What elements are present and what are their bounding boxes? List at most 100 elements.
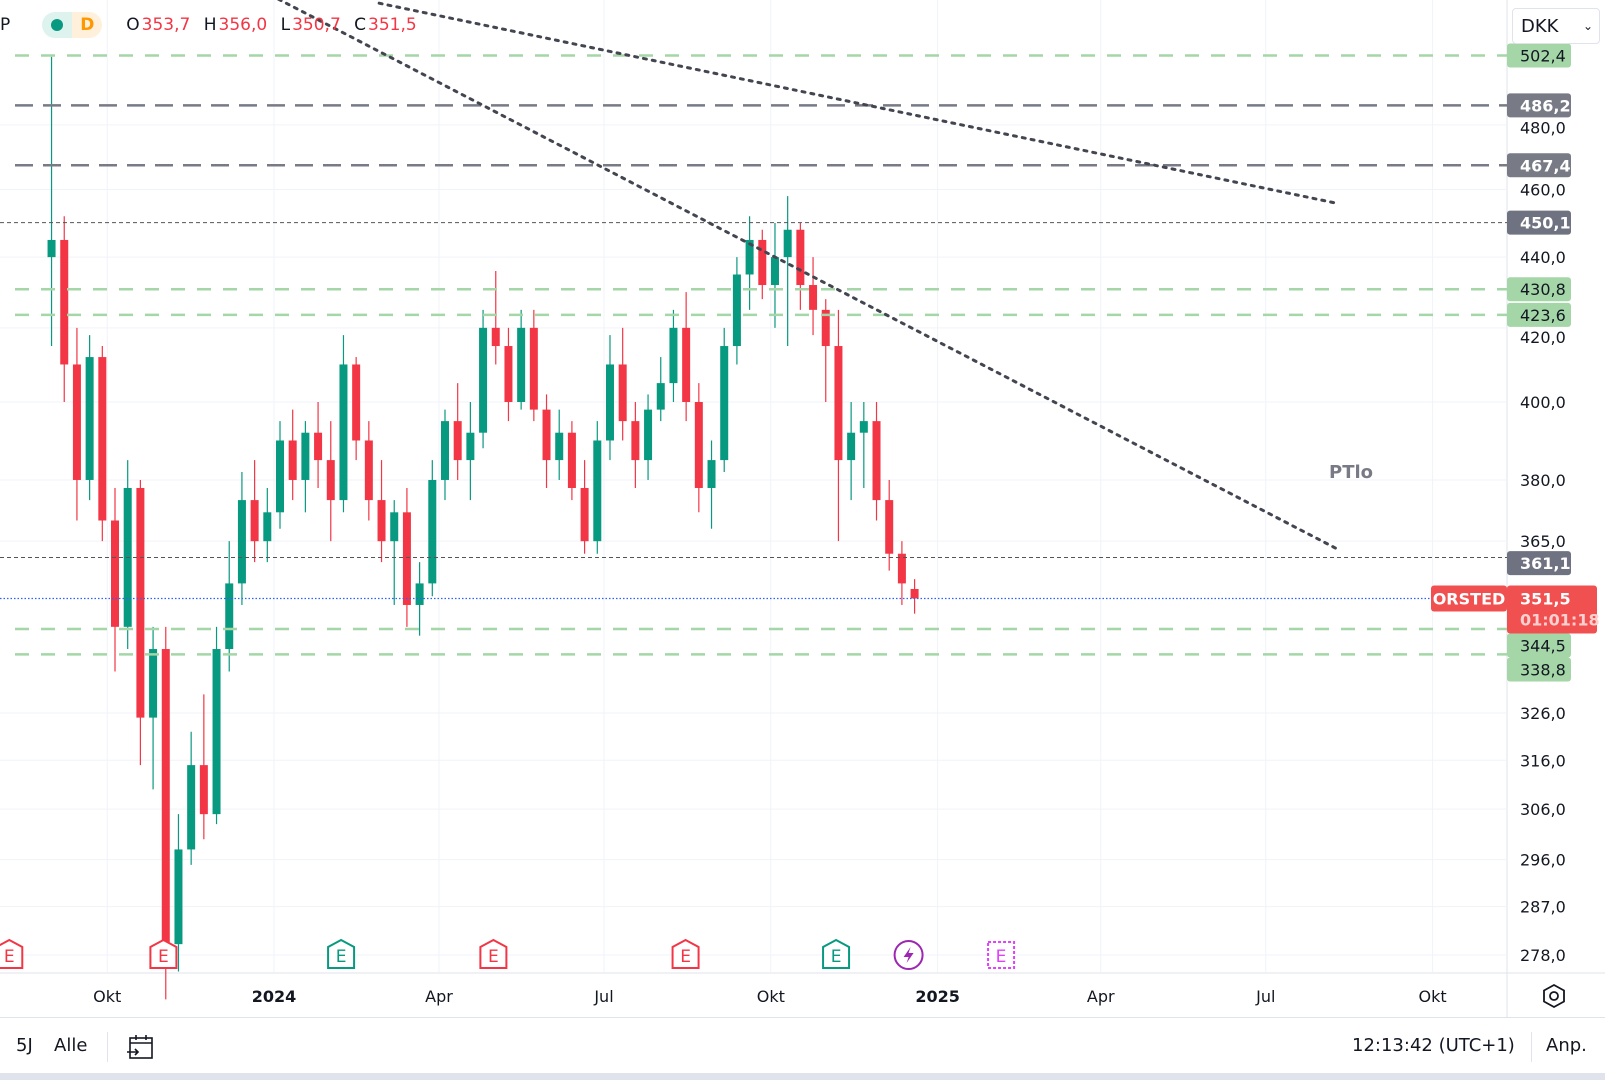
candle-body [111, 520, 120, 627]
price-level-label: 450,1 [1520, 214, 1571, 233]
price-tick-label: 460,0 [1520, 181, 1566, 200]
earnings-event-icon[interactable]: E [822, 938, 851, 969]
candle-body [364, 440, 373, 501]
candle-body [517, 327, 526, 402]
chart-legend: P D O 353,7 H 356,0 L 350,7 C 351,5 [0, 10, 425, 40]
currency-value: DKK [1521, 15, 1559, 37]
price-tick-label: 326,0 [1520, 704, 1566, 723]
candle-body [250, 500, 259, 542]
candle-body [212, 649, 221, 815]
earnings-event-icon[interactable]: E [987, 941, 1016, 969]
candle-body [174, 849, 183, 945]
market-open-icon [42, 12, 73, 38]
candle-body [466, 432, 475, 461]
high-label: H [203, 15, 217, 35]
candle-body [225, 583, 234, 650]
price-level-badge [1507, 551, 1571, 576]
calendar-goto-icon[interactable] [126, 1032, 156, 1062]
price-tick-label: 420,0 [1520, 328, 1566, 347]
price-level-badge [1507, 210, 1571, 235]
candle-body [390, 512, 399, 542]
candle-body [415, 583, 424, 605]
price-level-badge [1507, 93, 1571, 118]
price-level-label: 430,8 [1520, 280, 1566, 299]
earnings-event-icon[interactable]: E [149, 938, 178, 969]
ohlc-values: O 353,7 H 356,0 L 350,7 C 351,5 [126, 15, 424, 35]
symbol-label[interactable]: P [0, 15, 11, 35]
price-level-badge [1507, 43, 1571, 68]
range-5y-button[interactable]: 5J [16, 1035, 33, 1056]
open-value: 353,7 [141, 15, 191, 35]
candle-body [796, 229, 805, 286]
candle-body [85, 357, 94, 480]
earnings-marker-label: E [4, 947, 15, 967]
earnings-marker-label: E [158, 947, 169, 967]
adjust-button[interactable]: Anp. [1546, 1035, 1587, 1056]
earnings-event-icon[interactable]: E [671, 938, 700, 969]
candle-body [440, 421, 449, 480]
candle-body [504, 346, 513, 402]
candle-body [529, 327, 538, 410]
candle-body [580, 487, 589, 542]
candle-body [161, 649, 170, 945]
earnings-marker-label: E [831, 947, 842, 967]
earnings-event-icon[interactable]: E [327, 938, 356, 969]
trend-line [276, 0, 1340, 552]
divider [107, 1032, 108, 1062]
time-tick-label: Jul [1255, 987, 1275, 1006]
status-pill[interactable]: D [42, 12, 103, 38]
price-chart[interactable]: Okt 2024 Apr Jul Okt 2025 Apr Jul Okt ORSTED 480,0… [0, 0, 1605, 1017]
candle-body [872, 421, 881, 501]
earnings-event-icon[interactable]: E [0, 938, 24, 969]
candle-body [770, 257, 779, 286]
interval-badge: D [72, 12, 103, 38]
low-value: 350,7 [292, 15, 341, 35]
candle-body [644, 409, 653, 461]
settings-icon[interactable] [1541, 983, 1567, 1009]
news-lightning-icon[interactable] [893, 940, 924, 970]
candle-body [567, 432, 576, 488]
last-price-badge [1507, 585, 1597, 634]
annotation-text: PTlo [1329, 462, 1373, 483]
price-level-label: 486,2 [1520, 96, 1571, 115]
time-tick-label: Apr [425, 987, 453, 1006]
time-tick-label: Apr [1087, 987, 1115, 1006]
candle-body [428, 479, 437, 584]
candle-body [263, 512, 272, 542]
close-label: C [354, 15, 367, 35]
earnings-marker-label: E [996, 947, 1007, 967]
currency-dropdown[interactable]: DKK ⌄ [1512, 8, 1600, 44]
price-level-label: 467,4 [1520, 156, 1571, 175]
candle-body [237, 500, 246, 584]
candle-body [669, 327, 678, 384]
candle-body [187, 765, 196, 850]
price-level-badge [1507, 277, 1571, 302]
earnings-marker-shape [149, 938, 178, 969]
price-tick-label: 400,0 [1520, 393, 1566, 412]
chevron-down-icon: ⌄ [1582, 19, 1593, 33]
time-tick-label: Okt [1419, 987, 1447, 1006]
candle-body [707, 460, 716, 488]
earnings-marker-shape [987, 941, 1016, 969]
price-tick-label: 365,0 [1520, 532, 1566, 551]
price-level-label: 344,5 [1520, 636, 1566, 655]
earnings-event-icon[interactable]: E [479, 938, 508, 969]
range-all-button[interactable]: Alle [54, 1035, 88, 1056]
price-tick-label: 440,0 [1520, 248, 1566, 267]
last-price-label: 351,5 [1520, 589, 1571, 608]
price-level-badge [1507, 633, 1571, 658]
candle-body [631, 421, 640, 461]
bottom-toolbar: 5J Alle 12:13:42 (UTC+1) Anp. [0, 1017, 1605, 1074]
candle-body [809, 285, 818, 310]
candle-body [783, 229, 792, 258]
earnings-marker-shape [0, 938, 24, 969]
trend-line [377, 1, 1337, 205]
candle-body [377, 500, 386, 542]
lightning-glyph [903, 947, 914, 963]
price-tick-label: 278,0 [1520, 946, 1566, 965]
clock-timezone[interactable]: 12:13:42 (UTC+1) [1352, 1035, 1515, 1056]
candle-body [745, 239, 754, 275]
earnings-marker-label: E [336, 947, 347, 967]
candle-body [479, 327, 488, 433]
low-label: L [280, 15, 291, 35]
